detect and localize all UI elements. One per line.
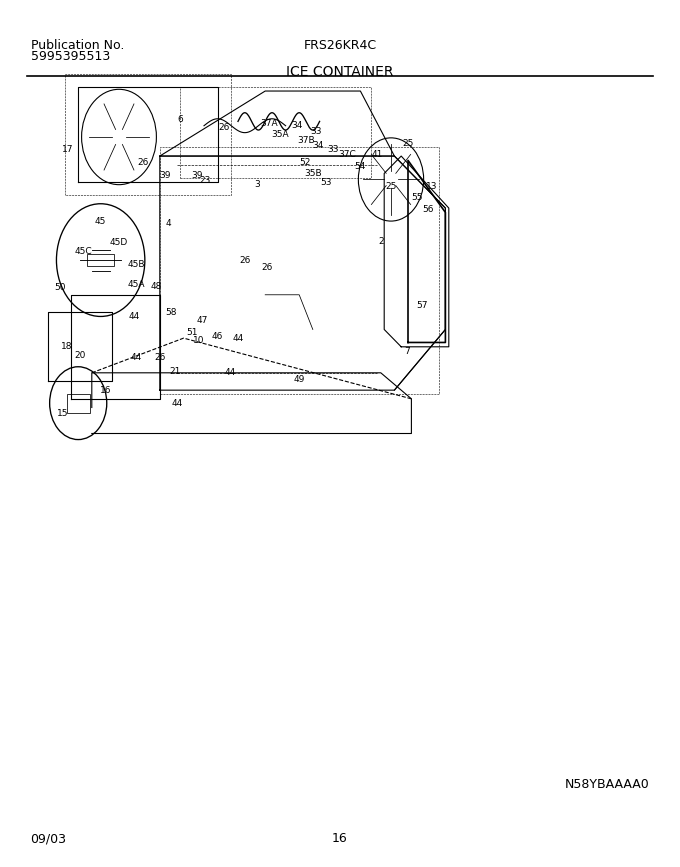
Text: 39: 39	[192, 171, 203, 179]
Text: 58: 58	[166, 308, 177, 316]
Text: FRS26KR4C: FRS26KR4C	[303, 39, 377, 52]
Text: 47: 47	[197, 316, 208, 325]
Text: 44: 44	[233, 334, 243, 342]
Text: 26: 26	[219, 123, 230, 132]
Text: 7: 7	[404, 347, 409, 355]
Text: 37B: 37B	[297, 136, 315, 145]
Bar	[87, 254, 114, 266]
Text: 55: 55	[411, 193, 422, 202]
Text: 51: 51	[186, 328, 197, 336]
Text: 26: 26	[239, 256, 250, 264]
Text: 09/03: 09/03	[31, 832, 67, 845]
Text: 56: 56	[423, 205, 434, 214]
Text: 25: 25	[403, 139, 413, 147]
Text: 18: 18	[61, 342, 72, 351]
Text: 20: 20	[75, 351, 86, 360]
Text: 57: 57	[416, 301, 427, 310]
Text: 37C: 37C	[338, 150, 356, 159]
Text: 26: 26	[261, 263, 272, 271]
Text: 13: 13	[426, 182, 437, 191]
Text: 45A: 45A	[127, 280, 145, 289]
Text: 54: 54	[355, 162, 366, 171]
Text: 23: 23	[200, 176, 211, 185]
Text: 44: 44	[131, 353, 141, 362]
Text: 37A: 37A	[260, 119, 277, 127]
Text: 41: 41	[372, 150, 383, 159]
Text: 45D: 45D	[110, 238, 128, 247]
Text: 26: 26	[137, 159, 148, 167]
Text: 50: 50	[54, 284, 65, 292]
Text: 46: 46	[212, 332, 223, 341]
Text: 25: 25	[386, 182, 396, 191]
Text: 16: 16	[332, 832, 348, 845]
Text: 33: 33	[311, 127, 322, 136]
Text: N58YBAAAA0: N58YBAAAA0	[564, 778, 649, 791]
Text: ICE CONTAINER: ICE CONTAINER	[286, 65, 394, 79]
Text: 53: 53	[321, 178, 332, 186]
Text: 35A: 35A	[271, 130, 289, 139]
Text: 44: 44	[224, 368, 235, 377]
Text: 21: 21	[170, 367, 181, 375]
Text: 26: 26	[154, 353, 165, 362]
Text: 34: 34	[292, 121, 303, 130]
Text: 45C: 45C	[74, 247, 92, 256]
Text: 10: 10	[193, 336, 204, 345]
Text: 44: 44	[171, 399, 182, 407]
Text: 52: 52	[299, 159, 310, 167]
Text: 35B: 35B	[304, 169, 322, 178]
Text: 15: 15	[57, 409, 68, 418]
Text: 48: 48	[151, 282, 162, 290]
Text: 33: 33	[328, 145, 339, 153]
Text: 39: 39	[159, 171, 170, 179]
Text: 16: 16	[100, 386, 111, 394]
Text: 5995395513: 5995395513	[31, 50, 110, 63]
Text: 17: 17	[63, 145, 73, 153]
Text: Publication No.: Publication No.	[31, 39, 124, 52]
Text: 3: 3	[254, 180, 260, 189]
Text: 45: 45	[95, 217, 106, 225]
Text: 4: 4	[166, 219, 171, 228]
Text: 49: 49	[294, 375, 305, 384]
Text: 6: 6	[177, 115, 183, 124]
Text: 44: 44	[129, 312, 140, 321]
Text: 45B: 45B	[127, 260, 145, 269]
Text: 34: 34	[313, 141, 324, 150]
Text: 2: 2	[378, 237, 384, 245]
Bar	[67, 394, 90, 413]
